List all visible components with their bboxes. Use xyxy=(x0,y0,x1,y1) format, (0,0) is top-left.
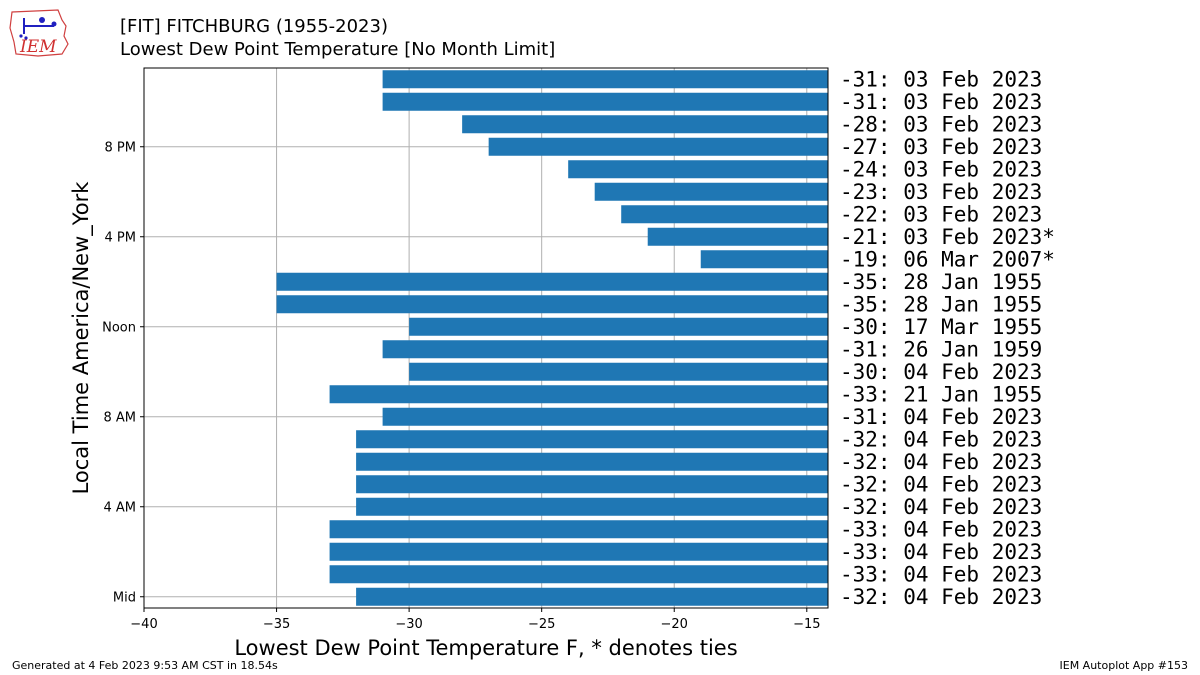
bar-label: -33: 04 Feb 2023 xyxy=(840,562,1042,586)
bar-label: -33: 04 Feb 2023 xyxy=(840,517,1042,541)
y-tick-label: 8 AM xyxy=(103,410,136,425)
y-tick-label: 8 PM xyxy=(105,140,136,155)
bar-hour-19 xyxy=(568,160,828,179)
bar-hour-8 xyxy=(382,407,828,426)
logo-text: IEM xyxy=(19,37,57,57)
bar-label: -28: 03 Feb 2023 xyxy=(840,112,1042,136)
bar-hour-18 xyxy=(594,182,828,201)
bar-hour-5 xyxy=(356,475,828,494)
y-tick-label: Noon xyxy=(102,320,136,335)
bar-hour-1 xyxy=(329,565,828,584)
bar-label: -23: 03 Feb 2023 xyxy=(840,180,1042,204)
bar-label: -31: 26 Jan 1959 xyxy=(840,337,1042,361)
bar-label: -33: 04 Feb 2023 xyxy=(840,540,1042,564)
chart-title: [FIT] FITCHBURG (1955-2023) xyxy=(120,16,388,37)
bar-hour-14 xyxy=(276,272,829,291)
x-tick-label: −30 xyxy=(395,617,422,632)
bar-hour-23 xyxy=(382,70,828,89)
bar-hour-11 xyxy=(382,340,828,359)
bar-label: -32: 04 Feb 2023 xyxy=(840,495,1042,519)
generated-footer: Generated at 4 Feb 2023 9:53 AM CST in 1… xyxy=(12,659,278,672)
bar-hour-3 xyxy=(329,520,828,539)
bar-label: -35: 28 Jan 1955 xyxy=(840,270,1042,294)
x-axis-label: Lowest Dew Point Temperature F, * denote… xyxy=(234,636,737,660)
x-tick-label: −20 xyxy=(661,617,688,632)
x-tick-label: −35 xyxy=(263,617,290,632)
bar-label: -24: 03 Feb 2023 xyxy=(840,157,1042,181)
bar-hour-4 xyxy=(356,497,828,516)
bar-hour-13 xyxy=(276,295,829,314)
y-tick-label: 4 AM xyxy=(103,500,136,515)
bar-hour-7 xyxy=(356,430,828,449)
bar-hour-9 xyxy=(329,385,828,404)
y-axis-ticks: Mid 4 AM 8 AM Noon 4 PM 8 PM xyxy=(102,140,144,605)
bar-label: -30: 17 Mar 1955 xyxy=(840,315,1042,339)
bar-label: -32: 04 Feb 2023 xyxy=(840,450,1042,474)
iem-logo: IEM xyxy=(8,6,72,64)
bar-hour-22 xyxy=(382,92,828,111)
bar-hour-21 xyxy=(462,115,828,134)
bar-label: -30: 04 Feb 2023 xyxy=(840,360,1042,384)
y-tick-label: Mid xyxy=(113,590,136,605)
y-tick-label: 4 PM xyxy=(105,230,136,245)
x-tick-label: −15 xyxy=(793,617,820,632)
bar-hour-6 xyxy=(356,452,828,471)
bar-hour-15 xyxy=(700,250,828,269)
bar-label: -21: 03 Feb 2023* xyxy=(840,225,1055,249)
y-axis-label: Local Time America/New_York xyxy=(69,181,94,495)
bar-label: -27: 03 Feb 2023 xyxy=(840,135,1042,159)
bar-hour-17 xyxy=(621,205,828,224)
bar-hour-12 xyxy=(409,317,828,336)
plot-frame xyxy=(143,67,829,609)
bar-label: -22: 03 Feb 2023 xyxy=(840,202,1042,226)
bar-label: -32: 04 Feb 2023 xyxy=(840,427,1042,451)
x-tick-label: −40 xyxy=(130,617,157,632)
bar-label: -33: 21 Jan 1955 xyxy=(840,382,1042,406)
x-tick-label: −25 xyxy=(528,617,555,632)
bars xyxy=(276,70,829,606)
bar-label: -31: 03 Feb 2023 xyxy=(840,90,1042,114)
bar-hour-20 xyxy=(488,137,828,156)
bar-label: -31: 03 Feb 2023 xyxy=(840,67,1042,91)
bar-label: -35: 28 Jan 1955 xyxy=(840,292,1042,316)
bar-label: -32: 04 Feb 2023 xyxy=(840,585,1042,609)
bar-hour-0 xyxy=(356,587,828,606)
chart-subtitle: Lowest Dew Point Temperature [No Month L… xyxy=(120,39,556,60)
bar-label: -31: 04 Feb 2023 xyxy=(840,405,1042,429)
app-footer: IEM Autoplot App #153 xyxy=(1059,659,1189,672)
bar-hour-16 xyxy=(647,227,828,246)
x-axis-ticks: −40 −35 −30 −25 −20 −15 xyxy=(130,608,821,632)
bar-hour-2 xyxy=(329,542,828,561)
bar-labels: -32: 04 Feb 2023-33: 04 Feb 2023-33: 04 … xyxy=(840,67,1055,609)
bar-label: -32: 04 Feb 2023 xyxy=(840,472,1042,496)
bar-hour-10 xyxy=(409,362,828,381)
bar-label: -19: 06 Mar 2007* xyxy=(840,247,1055,271)
